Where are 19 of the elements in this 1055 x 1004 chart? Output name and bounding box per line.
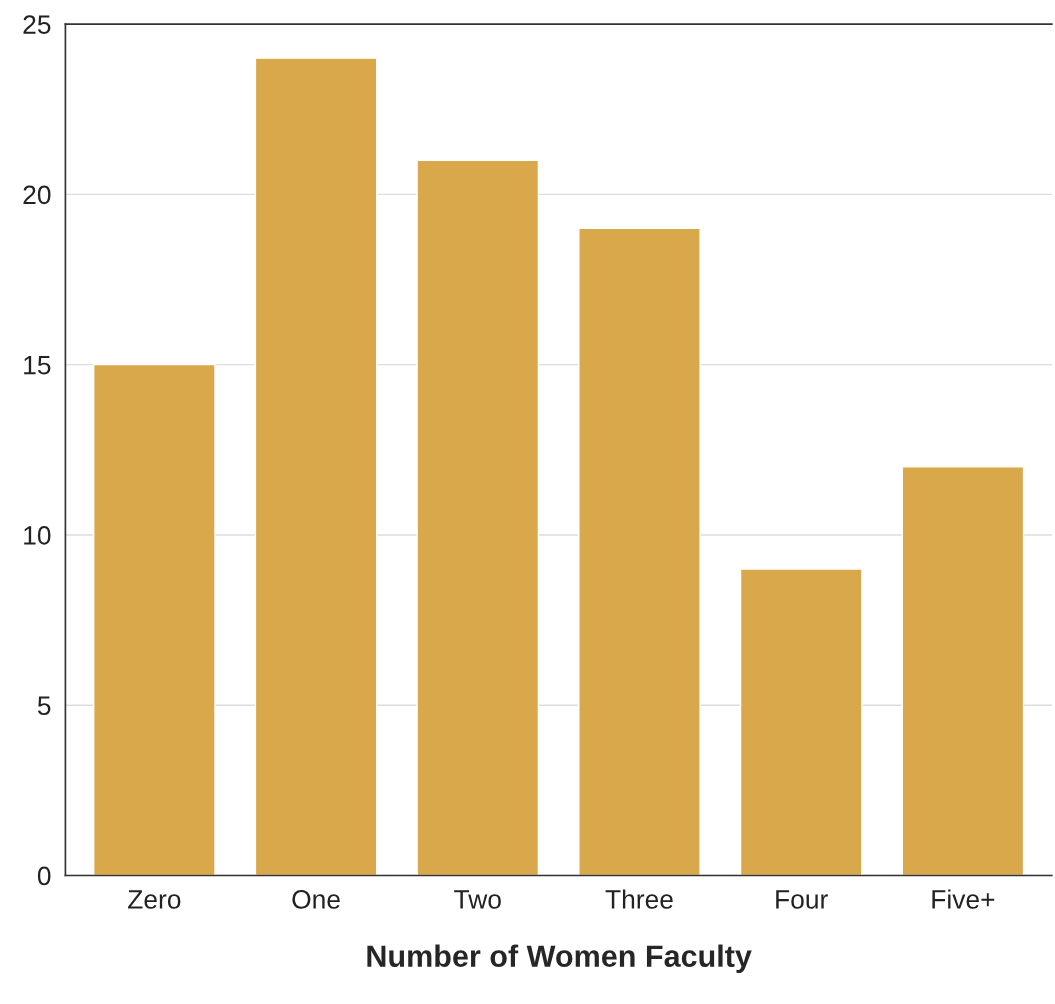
x-tick-label: Five+: [932, 889, 995, 909]
y-tick-label: 20: [23, 185, 51, 205]
bar: [739, 568, 863, 876]
x-tick-label: One: [292, 890, 340, 909]
x-tick-label: Two: [454, 890, 501, 909]
x-tick-label: Zero: [128, 890, 181, 909]
y-tick-label: 15: [24, 356, 51, 375]
x-axis-title: Number of Women Faculty: [367, 944, 752, 974]
bar: [93, 363, 216, 876]
x-tick-label: Three: [605, 889, 673, 909]
x-tick-label: Four: [776, 890, 828, 909]
bar: [901, 466, 1025, 876]
bar: [578, 227, 701, 876]
bar: [254, 57, 378, 876]
y-tick-label: 5: [37, 696, 51, 716]
y-tick-label: 0: [37, 866, 51, 886]
y-tick-label: 10: [24, 526, 51, 545]
y-tick-label: 25: [23, 15, 51, 34]
bar: [416, 159, 540, 876]
